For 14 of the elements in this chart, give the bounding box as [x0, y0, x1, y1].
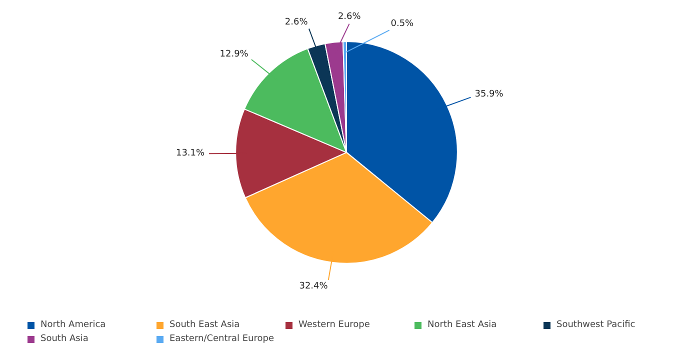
- data-label: 0.5%: [390, 18, 414, 29]
- data-label: 13.1%: [176, 148, 206, 159]
- data-label: 2.6%: [284, 17, 308, 28]
- legend-label: North America: [40, 320, 107, 330]
- legend-label: South Asia: [40, 334, 90, 344]
- legend-label: Southwest Pacific: [556, 320, 636, 330]
- legend-label: North East Asia: [428, 320, 498, 330]
- legend-label: Western Europe: [298, 320, 371, 330]
- data-label: 12.9%: [220, 50, 249, 60]
- legend-label: South East Asia: [170, 320, 241, 330]
- data-label: 35.9%: [474, 89, 504, 100]
- data-label: 32.4%: [299, 282, 328, 292]
- legend-label: Eastern/Central Europe: [170, 334, 276, 344]
- data-label: 2.6%: [338, 12, 362, 22]
